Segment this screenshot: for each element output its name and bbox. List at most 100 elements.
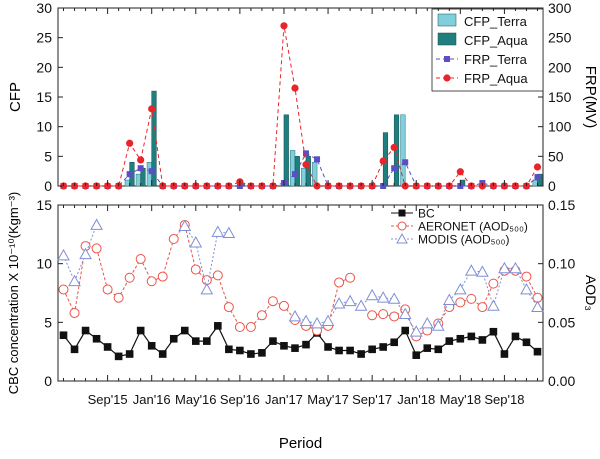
bottom-y-axis-label: CBC concentration X 10⁻¹⁰(Kgm⁻³)	[6, 192, 21, 394]
bc-point	[467, 332, 476, 341]
bc-point	[346, 346, 354, 355]
frp-aqua-point	[390, 143, 398, 152]
top-y2-tick-label: 300	[548, 0, 572, 16]
cfp-terra-bar	[532, 179, 538, 187]
aeronet-point	[91, 243, 102, 254]
modis-point	[200, 282, 214, 295]
bc-point	[280, 342, 288, 350]
bc-point	[357, 350, 365, 358]
bc-point	[103, 343, 112, 351]
aeronet-point	[389, 311, 400, 322]
frp-aqua-point	[456, 168, 464, 176]
x-axis-tick-labels: Sep'15 Jan'16 May'16 Sep'16 Jan'17 May'17 Sep'…	[63, 8, 538, 407]
top-y2-axis-label: FRP(MV)	[582, 66, 599, 129]
series-line-0	[63, 324, 538, 358]
modis-point	[509, 261, 522, 274]
bc-point	[412, 351, 421, 359]
bc-point	[500, 350, 509, 358]
bc-point	[302, 340, 310, 349]
frp-aqua-point	[302, 161, 310, 169]
bc-point	[158, 350, 167, 358]
cfp-terra-bar	[290, 150, 296, 187]
x-tick-label: May'18	[440, 392, 482, 407]
bc-point	[291, 344, 299, 352]
bc-point	[522, 338, 531, 347]
frp-aqua-point	[126, 139, 134, 147]
bc-point	[335, 346, 343, 355]
top-y2-tick-label: 0	[548, 178, 556, 194]
bc-point	[70, 345, 79, 354]
bc-point	[236, 346, 244, 355]
top-y2-tick-label: 200	[548, 59, 572, 75]
modis-point	[332, 297, 346, 309]
aeronet-point	[212, 270, 223, 281]
bc-point	[203, 337, 211, 345]
aeronet-point	[69, 307, 80, 318]
series-line-2	[294, 267, 538, 333]
bc-point	[247, 350, 255, 358]
aeronet-point	[190, 264, 201, 275]
aeronet-point	[334, 277, 345, 288]
bottom-legend-marker-1	[397, 221, 407, 231]
frp-terra-point	[148, 168, 155, 175]
frp-terra-point	[126, 171, 133, 178]
x-tick-label: May'17	[307, 392, 349, 407]
modis-point	[442, 293, 456, 305]
bc-point	[147, 342, 156, 350]
bc-point	[92, 334, 101, 343]
legend-label-0: CFP_Terra	[464, 14, 528, 29]
bc-point	[368, 345, 376, 354]
bc-point	[180, 326, 189, 335]
bc-point	[489, 327, 498, 336]
legend-label-1: CFP_Aqua	[464, 33, 528, 48]
bottom-legend-label-2: MODIS (AOD₅₀₀)	[418, 233, 509, 247]
bc-point	[225, 345, 233, 354]
frp-aqua-point	[137, 156, 145, 164]
modis-point	[288, 309, 302, 322]
bc-point	[269, 337, 277, 345]
modis-point	[520, 282, 533, 295]
series-line-2	[63, 224, 98, 283]
bc-point	[258, 349, 266, 357]
top-y-tick-label: 30	[36, 0, 52, 16]
top-y-tick-label: 10	[36, 119, 52, 135]
modis-point	[68, 274, 81, 287]
top-y2-tick-label: 150	[548, 89, 572, 105]
bc-point	[324, 343, 332, 351]
aeronet-point	[124, 272, 135, 283]
x-tick-label: May'16	[175, 392, 217, 407]
modis-point	[189, 236, 203, 248]
bottom-y2-axis-label: AOD₃	[583, 275, 599, 311]
aeronet-point	[168, 234, 179, 245]
aeronet-point	[102, 284, 113, 295]
series-line-2	[184, 225, 229, 290]
bottom-plot-frame	[57, 204, 544, 382]
modis-point	[498, 261, 511, 274]
x-tick-label: Sep'15	[88, 392, 128, 407]
legend-marker-3	[443, 74, 451, 82]
frp-aqua-point	[280, 22, 288, 30]
modis-point	[487, 299, 500, 311]
cfp-bars	[124, 90, 543, 187]
modis-point	[398, 307, 412, 320]
bc-point	[379, 343, 387, 351]
bc-point	[191, 337, 200, 345]
bc-point	[214, 322, 222, 330]
legend-label-2: FRP_Terra	[464, 52, 528, 67]
aeronet-point	[278, 300, 289, 311]
aeronet-point	[488, 278, 499, 289]
aeronet-point	[135, 253, 146, 264]
modis-point	[354, 299, 368, 311]
aeronet-point	[245, 322, 256, 333]
modis-point	[476, 265, 489, 277]
frp-terra-line	[63, 152, 538, 187]
top-y-tick-label: 25	[36, 30, 52, 46]
aeronet-point	[378, 309, 389, 320]
aeronet-point	[234, 322, 245, 333]
modis-point	[387, 292, 401, 304]
frp-terra-point	[402, 159, 409, 166]
x-tick-label: Jan'18	[397, 392, 435, 407]
bottom-y2-tick-label: 0.00	[548, 373, 575, 389]
modis-point	[431, 319, 445, 331]
bc-point	[478, 336, 487, 344]
